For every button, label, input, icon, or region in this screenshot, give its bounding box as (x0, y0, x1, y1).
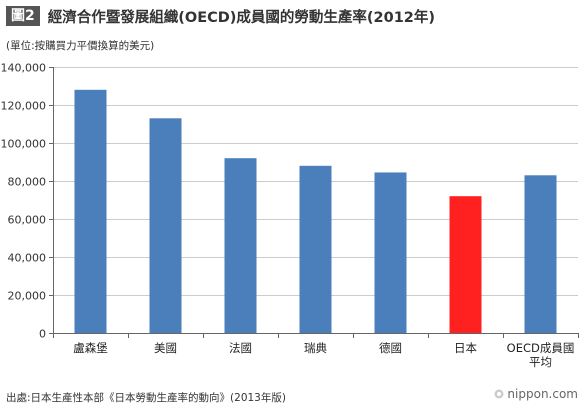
y-tick-label: 120,000 (1, 100, 47, 113)
x-tick-label: 日本 (454, 341, 477, 355)
bar (149, 118, 182, 333)
y-tick-label: 100,000 (1, 138, 47, 151)
x-tick-label: 瑞典 (304, 341, 327, 355)
bar (74, 89, 107, 333)
brand-name: nippon.com (507, 387, 578, 401)
x-tick-label: 美國 (154, 341, 177, 355)
unit-note: (單位:按購買力平價換算的美元) (6, 40, 155, 52)
bar (299, 165, 332, 333)
bar (374, 172, 407, 333)
nippon-logo-icon (494, 389, 504, 399)
y-tick-label: 80,000 (8, 176, 47, 189)
x-tick-label: 德國 (379, 341, 402, 355)
figure-label: 圖2 (6, 6, 40, 26)
bar (524, 175, 557, 333)
y-tick-label: 40,000 (8, 252, 47, 265)
bar (449, 196, 482, 333)
x-tick-label: 盧森堡 (73, 341, 108, 355)
x-tick-label: OECD成員國平均 (507, 341, 575, 369)
x-tick-label: 法國 (229, 341, 252, 355)
y-tick-label: 0 (39, 328, 46, 341)
y-tick-label: 140,000 (1, 62, 47, 75)
y-tick-label: 60,000 (8, 214, 47, 227)
bar (224, 158, 257, 333)
y-tick-label: 20,000 (8, 290, 47, 303)
chart-header: 圖2 經濟合作暨發展組織(OECD)成員國的勞動生產率(2012年) (6, 4, 435, 28)
source-note: 出處:日本生產性本部《日本勞動生產率的動向》(2013年版) (6, 392, 286, 404)
chart-title: 經濟合作暨發展組織(OECD)成員國的勞動生產率(2012年) (47, 9, 436, 26)
brand: nippon.com (494, 387, 578, 401)
